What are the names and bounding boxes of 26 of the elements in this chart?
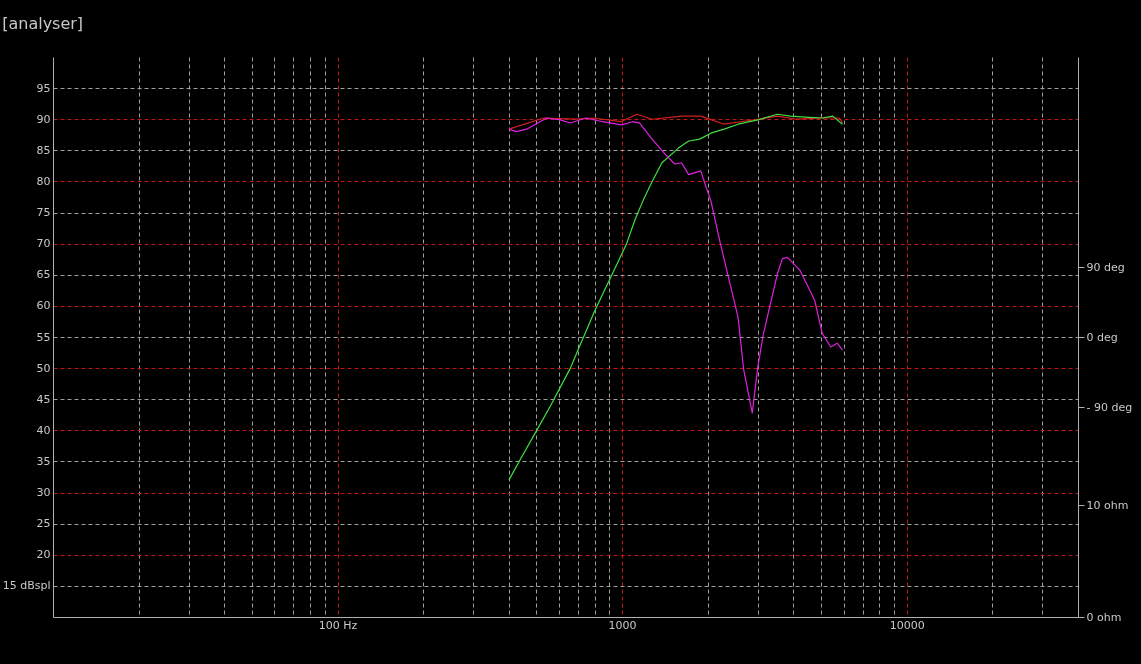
y-tick-label: 70 bbox=[36, 237, 51, 251]
y-tick-label: 90 bbox=[36, 112, 51, 126]
x-tick-label: 1000 bbox=[608, 618, 637, 632]
y2-tick-label: 90 deg bbox=[1086, 260, 1125, 274]
y2-tick-label: 0 deg bbox=[1086, 330, 1118, 344]
y-tick-label: 75 bbox=[36, 206, 51, 220]
x-tick-label: 10000 bbox=[889, 618, 925, 632]
y-tick-label: 30 bbox=[36, 486, 51, 500]
y-tick-label: 50 bbox=[36, 361, 51, 375]
y-tick-label: 25 bbox=[36, 517, 51, 531]
y3-tick-label: 0 ohm bbox=[1086, 610, 1122, 624]
y2-tick-label: - 90 deg bbox=[1086, 400, 1133, 414]
y-tick-label: 55 bbox=[36, 330, 51, 344]
y-tick-label: 65 bbox=[36, 268, 51, 282]
y-tick-label: 60 bbox=[36, 299, 51, 313]
y-tick-label: 40 bbox=[36, 423, 51, 437]
y-tick-label: 20 bbox=[36, 548, 51, 562]
y-tick-label: 15 dBspl bbox=[2, 579, 51, 593]
x-tick-label: 100 Hz bbox=[318, 618, 358, 632]
y-tick-label: 95 bbox=[36, 81, 51, 95]
y-tick-label: 80 bbox=[36, 174, 51, 188]
y-tick-label: 85 bbox=[36, 143, 51, 157]
y-tick-label: 45 bbox=[36, 392, 51, 406]
chart-title: [analyser] bbox=[2, 14, 84, 34]
y-tick-label: 35 bbox=[36, 454, 51, 468]
y3-tick-label: 10 ohm bbox=[1086, 498, 1129, 512]
